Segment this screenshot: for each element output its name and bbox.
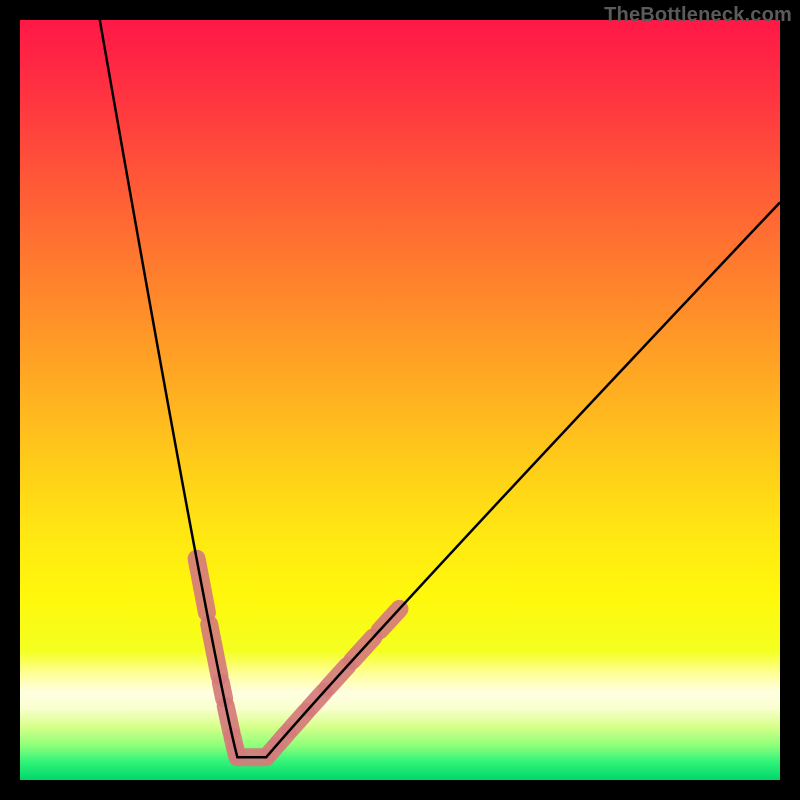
- v-curve-chart: [20, 20, 780, 780]
- gradient-bg: [20, 20, 780, 780]
- chart-root: TheBottleneck.com: [0, 0, 800, 800]
- watermark-text: TheBottleneck.com: [604, 4, 792, 27]
